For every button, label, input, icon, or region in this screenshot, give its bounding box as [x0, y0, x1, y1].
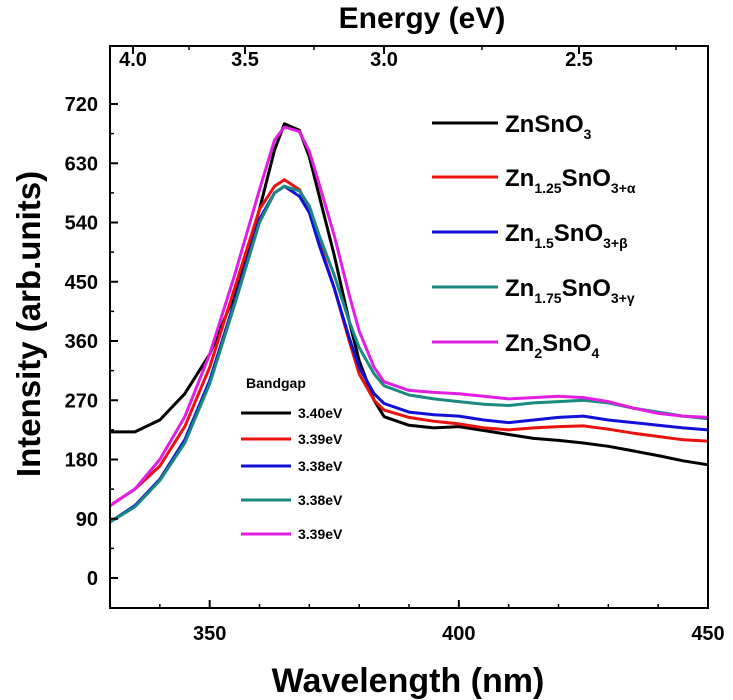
series-line-2 — [109, 178, 709, 507]
legend-label-subscript: 1.5 — [534, 235, 554, 251]
legend-label-subscript: 3+β — [603, 235, 628, 251]
legend-label-subscript: 3+α — [611, 180, 636, 196]
legend-label-part: SnO — [562, 165, 611, 192]
bandgap-value-5: 3.39eV — [298, 526, 343, 542]
top-tick-label: 4.0 — [119, 49, 147, 71]
y-tick-label: 630 — [65, 153, 98, 175]
y-axis-title: Intensity (arb.units) — [10, 171, 47, 477]
x-tick-label: 450 — [691, 623, 724, 645]
legend-label-part: SnO — [554, 220, 603, 247]
bandgap-title: Bandgap — [246, 375, 306, 391]
bandgap-value-4: 3.38eV — [298, 492, 343, 508]
legend-label-2: Zn1.25SnO3+α — [505, 165, 636, 196]
y-tick-label: 720 — [65, 94, 98, 116]
legend-label-subscript: 2 — [534, 345, 542, 361]
y-tick-label: 180 — [65, 450, 98, 472]
legend-label-base: ZnSnO — [505, 111, 584, 138]
ticks-layer: 350 400 450 0 90 180 270 360 450 540 630 720 4.0 3.5 3… — [65, 46, 725, 645]
y-tick-label: 450 — [65, 272, 98, 294]
bandgap-value-3: 3.38eV — [298, 458, 343, 474]
legend: ZnSnO3Zn1.25SnO3+αZn1.5SnO3+βZn1.75SnO3+… — [432, 111, 636, 361]
legend-label-4: Zn1.75SnO3+γ — [505, 275, 635, 306]
series-line-5 — [109, 125, 709, 507]
legend-label-1: ZnSnO3 — [505, 111, 592, 142]
legend-label-subscript: 4 — [591, 345, 599, 361]
y-tick-label: 270 — [65, 390, 98, 412]
legend-label-base: Zn — [505, 275, 534, 302]
legend-label-part: SnO — [562, 275, 611, 302]
y-tick-label: 540 — [65, 213, 98, 235]
legend-label-subscript: 1.25 — [534, 180, 561, 196]
bandgap-value-2: 3.39eV — [298, 431, 343, 447]
legend-label-base: Zn — [505, 165, 534, 192]
x-tick-label: 350 — [193, 623, 226, 645]
legend-label-part: SnO — [542, 330, 591, 357]
legend-label-subscript: 3 — [584, 126, 592, 142]
top-axis-title: Energy (eV) — [339, 2, 506, 35]
series-line-4 — [109, 184, 709, 524]
top-tick-label: 3.5 — [231, 49, 259, 71]
legend-label-subscript: 3+γ — [611, 290, 635, 306]
x-axis-title: Wavelength (nm) — [272, 662, 545, 700]
y-tick-label: 90 — [76, 509, 98, 531]
top-tick-label: 3.0 — [370, 49, 398, 71]
legend-label-base: Zn — [505, 220, 534, 247]
x-tick-label: 400 — [442, 623, 475, 645]
bandgap-value-1: 3.40eV — [298, 405, 343, 421]
legend-label-3: Zn1.5SnO3+β — [505, 220, 628, 251]
y-tick-label: 360 — [65, 331, 98, 353]
y-tick-label: 0 — [87, 568, 98, 590]
bandgap-inset: Bandgap 3.40eV 3.39eV 3.38eV 3.38eV 3.39eV — [241, 375, 343, 542]
legend-label-base: Zn — [505, 330, 534, 357]
series-layer — [109, 122, 709, 524]
top-tick-label: 2.5 — [565, 49, 593, 71]
legend-label-subscript: 1.75 — [534, 290, 561, 306]
legend-label-5: Zn2SnO4 — [505, 330, 599, 361]
